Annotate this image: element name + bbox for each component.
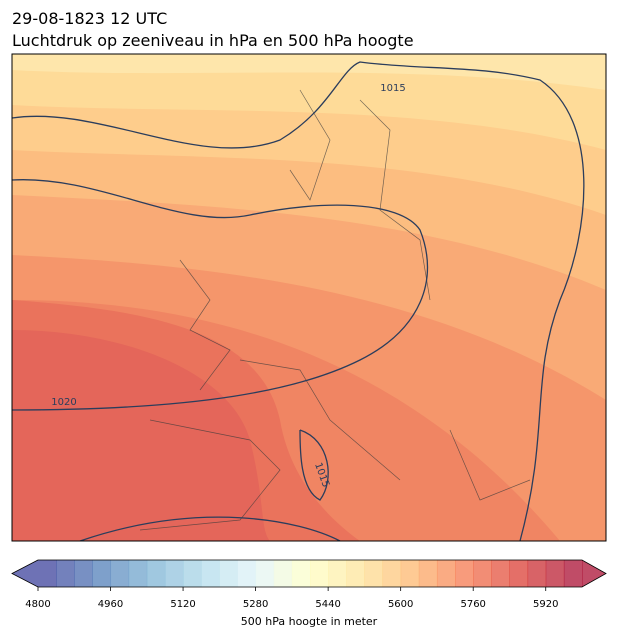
colorbar-bin — [527, 560, 547, 587]
colorbar-extend — [12, 560, 38, 587]
colorbar-bin — [418, 560, 438, 587]
colorbar-bin — [455, 560, 474, 587]
colorbar-bin — [146, 560, 166, 587]
colorbar-bin — [545, 560, 565, 587]
isobar-label: 1020 — [51, 397, 76, 408]
colorbar-bin — [291, 560, 311, 587]
colorbar-bin — [491, 560, 510, 587]
colorbar-bin — [110, 560, 130, 587]
colorbar-bin — [183, 560, 202, 587]
colorbar-bin — [74, 560, 93, 587]
colorbar-bin — [201, 560, 220, 587]
isobar-label: 1015 — [380, 83, 405, 94]
colorbar-bin — [346, 560, 365, 587]
map-frame — [11, 53, 607, 542]
colorbar-bin — [56, 560, 75, 587]
colorbar-tick-label: 5440 — [315, 599, 340, 610]
colorbar-outline — [11, 559, 607, 588]
colorbar-tick-label: 5120 — [170, 599, 195, 610]
colorbar-bin — [255, 560, 275, 587]
colorbar-bin — [509, 560, 529, 587]
colorbar-label: 500 hPa hoogte in meter — [241, 615, 378, 628]
colorbar-bin — [400, 560, 420, 587]
colorbar-bin — [273, 560, 293, 587]
colorbar-bin — [382, 560, 402, 587]
colorbar-bin — [219, 560, 238, 587]
colorbar-bin — [92, 560, 112, 587]
colorbar-bin — [128, 560, 148, 587]
title: Luchtdruk op zeeniveau in hPa en 500 hPa… — [12, 31, 414, 50]
colorbar-tick-label: 4800 — [25, 599, 50, 610]
date: 29-08-1823 12 UTC — [12, 9, 167, 28]
colorbar-tick-label: 5280 — [243, 599, 268, 610]
colorbar-bin — [164, 560, 184, 587]
colorbar-bin — [38, 560, 57, 587]
colorbar-bin — [436, 560, 456, 587]
colorbar-tick-label: 4960 — [98, 599, 123, 610]
colorbar-tick-label: 5760 — [460, 599, 485, 610]
colorbar-bin — [473, 560, 492, 587]
colorbar-bin — [237, 560, 257, 587]
colorbar-bin — [563, 560, 583, 587]
colorbar-tick-label: 5920 — [533, 599, 558, 610]
colorbar: 4800 4960 5120 5280 5440 5600 5760 5920 — [11, 559, 607, 610]
colorbar-bin — [364, 560, 384, 587]
colorbar-extend — [582, 560, 606, 587]
colorbar-bin — [328, 560, 347, 587]
colorbar-tick-label: 5600 — [388, 599, 413, 610]
map: 1015 1020 1015 — [12, 54, 606, 541]
colorbar-bin — [310, 560, 329, 587]
